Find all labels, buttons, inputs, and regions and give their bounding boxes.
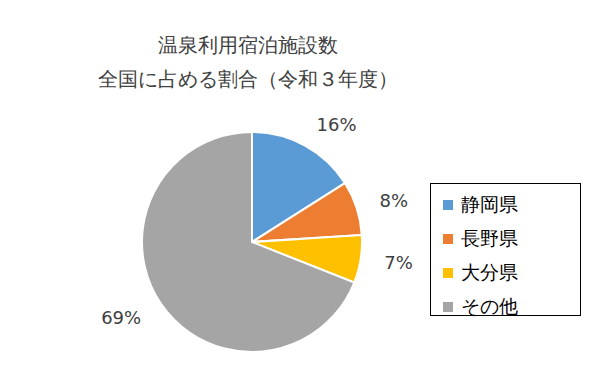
- html-text:全国に占める割合（令和３年度）: 全国に占める割合（令和３年度）: [98, 67, 398, 91]
- html-text:温泉利用宿泊施設数: 温泉利用宿泊施設数: [158, 33, 338, 57]
- svg-text:69%: 69%: [101, 307, 141, 328]
- html-text:その他: その他: [461, 295, 518, 317]
- html-text:長野県: 長野県: [461, 227, 518, 249]
- html-text:静岡県: 静岡県: [461, 193, 518, 215]
- svg-text:7%: 7%: [384, 252, 413, 273]
- svg-text:8%: 8%: [379, 190, 408, 211]
- html-text:大分県: 大分県: [461, 261, 518, 283]
- svg-text:16%: 16%: [317, 114, 357, 135]
